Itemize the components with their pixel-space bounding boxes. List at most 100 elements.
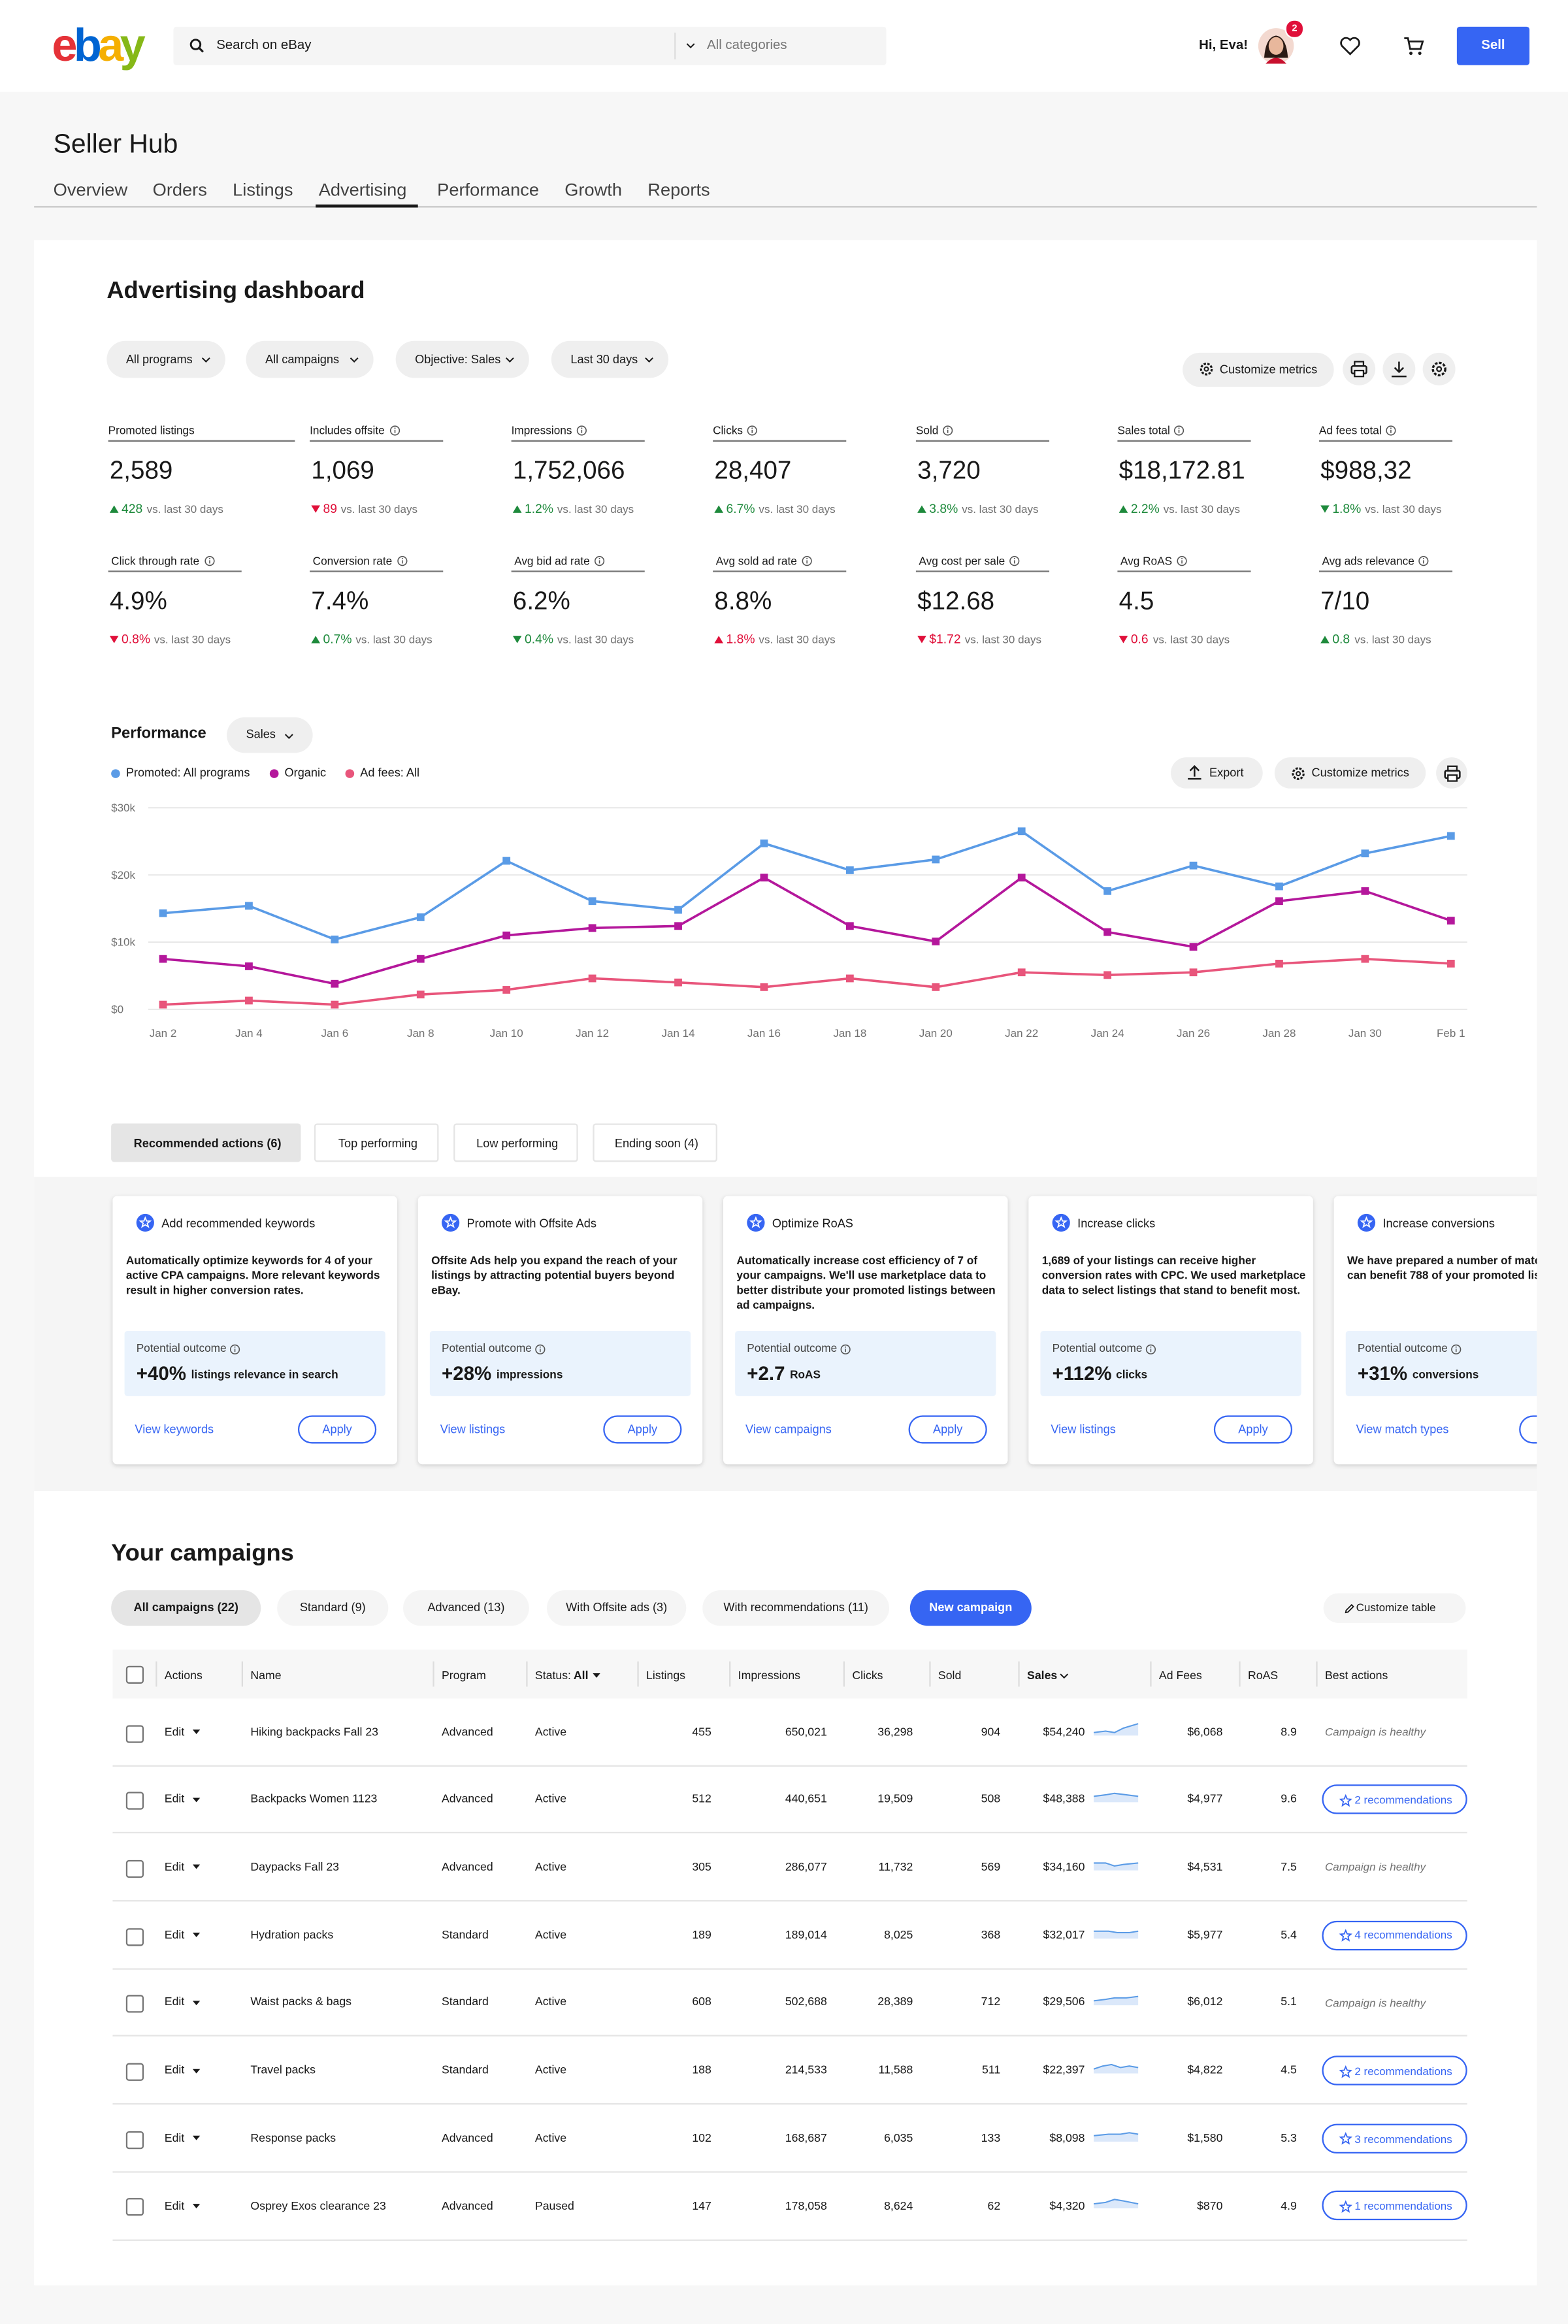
customize-metrics-button[interactable]: Customize metrics: [1274, 757, 1426, 789]
filter-chip[interactable]: With recommendations (11): [702, 1590, 890, 1626]
card-link[interactable]: View match types: [1356, 1422, 1449, 1437]
export-button[interactable]: Export: [1171, 757, 1263, 789]
recommendations-button[interactable]: 1 recommendations: [1322, 2191, 1467, 2221]
nav-tab[interactable]: Reports: [647, 178, 710, 200]
search-bar[interactable]: Search on eBay All categories: [173, 26, 887, 65]
x-tick-label: Jan 18: [833, 1027, 866, 1039]
nav-tab[interactable]: Listings: [233, 178, 293, 200]
edit-action[interactable]: Edit: [164, 1859, 185, 1874]
category-select[interactable]: All categories: [707, 37, 787, 53]
card-body: 1,689 of your listings can receive highe…: [1041, 1254, 1306, 1297]
checkbox[interactable]: [125, 1724, 144, 1743]
sell-button[interactable]: Sell: [1456, 26, 1530, 65]
filter-dropdown[interactable]: All programs: [106, 340, 225, 378]
data-point: [1446, 832, 1455, 840]
chevron: [686, 43, 695, 49]
column-header[interactable]: Sales: [1027, 1668, 1058, 1682]
badge-count: 2: [1292, 23, 1298, 34]
edit-action[interactable]: Edit: [164, 2063, 185, 2077]
checkbox[interactable]: [125, 2063, 144, 2081]
checkbox[interactable]: [125, 1792, 144, 1810]
checkbox[interactable]: [125, 1927, 144, 1946]
recommendation-tab[interactable]: Low performing: [453, 1123, 578, 1162]
filter-dropdown[interactable]: Objective: Sales: [395, 340, 529, 378]
outcome-box: Potential outcome +28% impressions: [429, 1331, 691, 1396]
sales-sparkline: [1093, 1722, 1139, 1735]
column-header[interactable]: RoAS: [1248, 1668, 1279, 1682]
performance-dropdown[interactable]: Sales: [227, 717, 313, 753]
recommendation-tab[interactable]: Ending soon (4): [593, 1123, 717, 1162]
checkbox[interactable]: [125, 1859, 144, 1878]
sales-sparkline: [1093, 1996, 1139, 2006]
customize-metrics-button[interactable]: Customize metrics: [1183, 352, 1334, 387]
data-point: [588, 924, 596, 932]
print-icon[interactable]: [1343, 352, 1376, 385]
outcome-unit: conversions: [1412, 1368, 1479, 1382]
card-link[interactable]: View campaigns: [745, 1422, 832, 1437]
filter-dropdown[interactable]: All campaigns: [246, 340, 374, 378]
column-header[interactable]: Clicks: [852, 1668, 883, 1682]
checkbox[interactable]: [125, 1665, 144, 1684]
apply-button[interactable]: Apply: [1519, 1415, 1537, 1444]
logo[interactable]: ebay: [52, 19, 145, 71]
column-header[interactable]: Actions: [164, 1668, 203, 1682]
nav-tab[interactable]: Overview: [53, 178, 128, 200]
edit-action[interactable]: Edit: [164, 2199, 185, 2212]
apply-button[interactable]: Apply: [908, 1415, 987, 1444]
data-point: [1017, 874, 1026, 882]
recommendations-button[interactable]: 2 recommendations: [1322, 2055, 1467, 2086]
edit-action[interactable]: Edit: [164, 1995, 185, 2009]
column-header[interactable]: Ad Fees: [1158, 1668, 1202, 1682]
column-header[interactable]: Impressions: [738, 1668, 801, 1682]
download-icon[interactable]: [1382, 352, 1416, 385]
card-body: Offsite Ads help you expand the reach of…: [431, 1254, 678, 1297]
settings-icon[interactable]: [1422, 352, 1456, 385]
recommendation-tab[interactable]: Recommended actions (6): [111, 1123, 301, 1162]
column-header[interactable]: Sold: [938, 1668, 962, 1682]
card-link[interactable]: View keywords: [135, 1422, 214, 1437]
apply-button[interactable]: Apply: [1213, 1415, 1293, 1444]
nav-tab[interactable]: Advertising: [318, 178, 407, 200]
recommendation-tab[interactable]: Top performing: [314, 1123, 439, 1162]
filter-chip[interactable]: All campaigns (22): [111, 1590, 261, 1626]
apply-button[interactable]: Apply: [603, 1415, 682, 1444]
nav-tab[interactable]: Orders: [152, 178, 207, 200]
edit-action[interactable]: Edit: [164, 1792, 185, 1806]
new-campaign-button[interactable]: New campaign: [909, 1590, 1032, 1626]
x-tick-label: Jan 20: [919, 1027, 953, 1039]
table-row: Edit Backpacks Women 1123 Advanced Active 51…: [112, 1766, 1467, 1834]
checkbox[interactable]: [125, 2198, 144, 2217]
greeting: Hi, Eva!: [1199, 37, 1249, 53]
column-header[interactable]: Best actions: [1324, 1668, 1388, 1682]
column-header[interactable]: Listings: [646, 1668, 686, 1682]
filter-chip[interactable]: Advanced (13): [403, 1590, 529, 1626]
checkbox[interactable]: [125, 2131, 144, 2149]
card-link[interactable]: View listings: [440, 1422, 506, 1437]
column-header[interactable]: Program: [441, 1668, 486, 1682]
recommendation-card: Increase conversions We have prepared a n…: [1333, 1196, 1537, 1465]
edit-action[interactable]: Edit: [164, 2131, 185, 2145]
data-point: [416, 955, 425, 963]
filter-chip[interactable]: With Offsite ads (3): [547, 1590, 687, 1626]
column-header[interactable]: Status:: [534, 1668, 571, 1682]
filter-chip[interactable]: Standard (9): [277, 1590, 389, 1626]
print-button[interactable]: [1436, 757, 1467, 789]
card-link[interactable]: View listings: [1051, 1422, 1116, 1437]
campaign-impressions: 168,687: [785, 2131, 827, 2145]
recommendations-button[interactable]: 2 recommendations: [1322, 1784, 1467, 1814]
recommendations-button[interactable]: 4 recommendations: [1322, 1920, 1467, 1950]
status-filter[interactable]: All: [573, 1668, 589, 1682]
edit-action[interactable]: Edit: [164, 1927, 185, 1942]
star-badge: [441, 1213, 460, 1232]
checkbox[interactable]: [125, 1995, 144, 2014]
column-header[interactable]: Name: [250, 1668, 282, 1682]
data-point: [245, 962, 253, 970]
nav-tab[interactable]: Growth: [564, 178, 623, 200]
customize-table-button[interactable]: Customize table: [1323, 1593, 1466, 1623]
filter-dropdown[interactable]: Last 30 days: [551, 340, 669, 378]
nav-tab[interactable]: Performance: [437, 178, 540, 200]
apply-button[interactable]: Apply: [297, 1415, 377, 1444]
edit-action[interactable]: Edit: [164, 1724, 185, 1739]
recommendations-button[interactable]: 3 recommendations: [1322, 2123, 1467, 2153]
